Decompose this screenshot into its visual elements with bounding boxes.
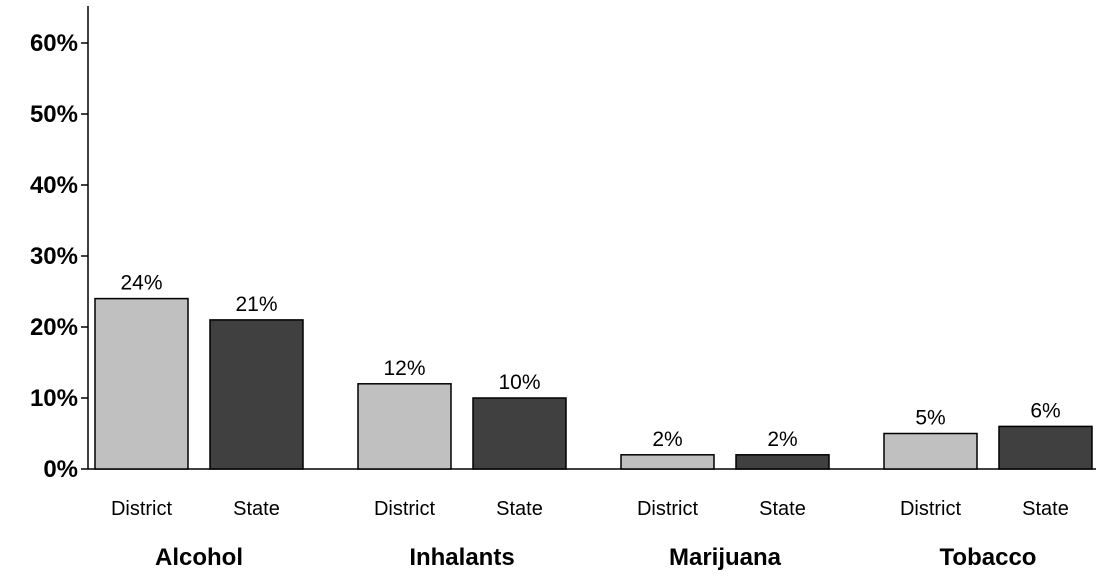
- bar-marijuana-district: [620, 454, 715, 470]
- bar-alcohol-district: [94, 297, 189, 470]
- bar-marijuana-state: [735, 454, 830, 470]
- category-label: Alcohol: [155, 544, 243, 571]
- bar-inhalants-state: [472, 397, 567, 470]
- series-label-district: District: [637, 498, 699, 520]
- y-tick-label: 40%: [30, 172, 78, 199]
- bar-alcohol-state: [209, 319, 304, 470]
- bar-inhalants-district: [357, 383, 452, 470]
- category-label: Marijuana: [669, 544, 782, 571]
- bar-tobacco-state: [998, 425, 1093, 470]
- data-label: 21%: [235, 293, 277, 316]
- category-label: Inhalants: [409, 544, 514, 571]
- data-label: 2%: [767, 428, 797, 451]
- y-tick-label: 10%: [30, 385, 78, 412]
- series-label-district: District: [111, 498, 173, 520]
- data-label: 10%: [498, 371, 540, 394]
- y-tick-label: 20%: [30, 314, 78, 341]
- data-label: 24%: [120, 272, 162, 295]
- series-label-district: District: [900, 498, 962, 520]
- series-label-state: State: [233, 498, 280, 520]
- series-label-state: State: [759, 498, 806, 520]
- y-tick-label: 60%: [30, 30, 78, 57]
- series-label-state: State: [1022, 498, 1069, 520]
- bar-tobacco-district: [883, 432, 978, 470]
- category-label: Tobacco: [940, 544, 1037, 571]
- y-tick-label: 0%: [43, 456, 78, 483]
- series-label-state: State: [496, 498, 543, 520]
- data-label: 5%: [915, 407, 945, 430]
- data-label: 12%: [383, 357, 425, 380]
- y-tick-label: 50%: [30, 101, 78, 128]
- y-tick-label: 30%: [30, 243, 78, 270]
- data-label: 6%: [1030, 399, 1060, 422]
- series-label-district: District: [374, 498, 436, 520]
- data-label: 2%: [652, 428, 682, 451]
